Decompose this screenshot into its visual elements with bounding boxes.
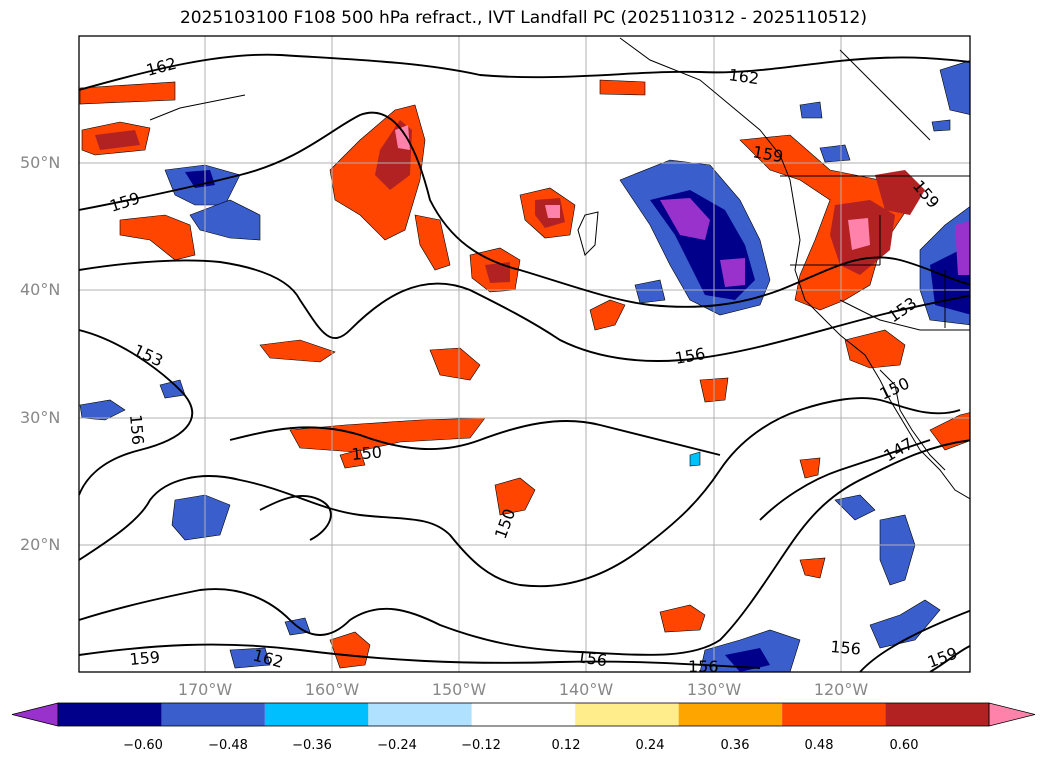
positive-shading: [79, 79, 970, 669]
contour-label: 156: [575, 647, 608, 670]
colorbar-extend-min: [11, 702, 59, 727]
negative-shading: [79, 60, 970, 672]
contour-label: 156: [126, 414, 148, 446]
lon-label: 150°W: [431, 680, 487, 699]
colorbar-tick-label: −0.36: [292, 738, 332, 753]
colorbar-tick-label: 0.24: [635, 738, 665, 753]
plot-area: 162 162 159 159 153 156 153 150 150 150 …: [79, 36, 970, 676]
contour-label: 159: [129, 647, 161, 669]
lon-label: 160°W: [304, 680, 360, 699]
gridlines: [79, 36, 970, 672]
colorbar-tick-label: −0.48: [208, 738, 248, 753]
map-title: 2025103100 F108 500 hPa refract., IVT La…: [179, 8, 867, 28]
colorbar-segment: [58, 703, 162, 726]
lat-label: 40°N: [20, 280, 61, 299]
colorbar-segment: [161, 703, 265, 726]
colorbar-segment: [471, 703, 576, 726]
colorbar-segment: [885, 703, 989, 726]
colorbar: [11, 702, 1036, 727]
lon-label: 120°W: [813, 680, 869, 699]
colorbar-tick-label: 0.60: [889, 738, 919, 753]
colorbar-segment: [264, 703, 369, 726]
colorbar-tick-label: 0.12: [551, 738, 581, 753]
contour-label: 162: [727, 65, 760, 88]
colorbar-tick-label: −0.12: [461, 738, 501, 753]
coastlines: [149, 37, 970, 500]
height-contours: [79, 53, 970, 672]
colorbar-tick-label: 0.48: [804, 738, 834, 753]
colorbar-tick-label: −0.24: [377, 738, 417, 753]
contour-label: 156: [688, 657, 719, 676]
colorbar-frame: [57, 702, 990, 727]
lat-label: 50°N: [20, 153, 61, 172]
lon-label: 140°W: [558, 680, 614, 699]
colorbar-tick-label: 0.36: [720, 738, 750, 753]
lat-label: 20°N: [20, 535, 61, 554]
contour-labels: 162 162 159 159 153 156 153 150 150 150 …: [107, 54, 960, 676]
colorbar-segment: [368, 703, 472, 726]
lon-label: 170°W: [177, 680, 233, 699]
plot-frame: [78, 35, 971, 673]
lat-label: 30°N: [20, 408, 61, 427]
colorbar-segment: [678, 703, 783, 726]
lon-label: 130°W: [686, 680, 742, 699]
contour-label: 156: [830, 637, 862, 659]
colorbar-segment: [782, 703, 886, 726]
contour-label: 150: [351, 442, 383, 464]
colorbar-tick-label: −0.60: [123, 738, 163, 753]
colorbar-segment: [575, 703, 679, 726]
colorbar-extend-max: [988, 702, 1036, 727]
